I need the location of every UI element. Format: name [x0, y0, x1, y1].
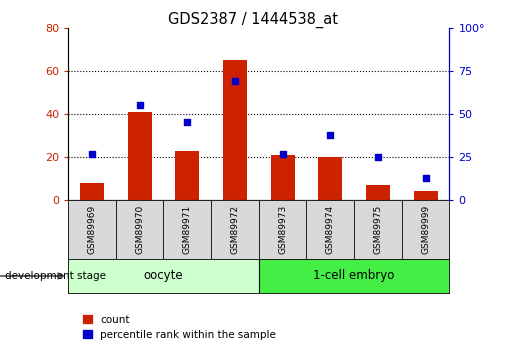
Text: GSM89975: GSM89975 [374, 205, 382, 254]
Point [88, 151, 96, 156]
Point [326, 132, 334, 137]
Bar [128, 112, 152, 200]
Text: 1-cell embryo: 1-cell embryo [314, 269, 395, 283]
Point [279, 151, 287, 156]
Text: GSM89970: GSM89970 [135, 205, 144, 254]
Point [422, 175, 430, 180]
Text: development stage: development stage [5, 271, 106, 281]
Bar [68, 259, 259, 293]
Bar [414, 191, 437, 200]
Text: GSM89971: GSM89971 [183, 205, 192, 254]
Point [374, 154, 382, 160]
Text: oocyte: oocyte [144, 269, 183, 283]
Bar [366, 185, 390, 200]
Bar [223, 60, 247, 200]
Text: GSM89999: GSM89999 [421, 205, 430, 254]
Text: GSM89969: GSM89969 [87, 205, 96, 254]
Legend: count, percentile rank within the sample: count, percentile rank within the sample [83, 315, 276, 340]
Point [183, 120, 191, 125]
Bar [175, 150, 199, 200]
Point [136, 102, 144, 108]
Bar [318, 157, 342, 200]
Text: GDS2387 / 1444538_at: GDS2387 / 1444538_at [168, 12, 337, 28]
Point [231, 78, 239, 84]
Bar [259, 259, 449, 293]
Text: GSM89974: GSM89974 [326, 205, 335, 254]
Text: GSM89973: GSM89973 [278, 205, 287, 254]
Bar [80, 183, 104, 200]
Bar [271, 155, 294, 200]
Text: GSM89972: GSM89972 [230, 205, 239, 254]
